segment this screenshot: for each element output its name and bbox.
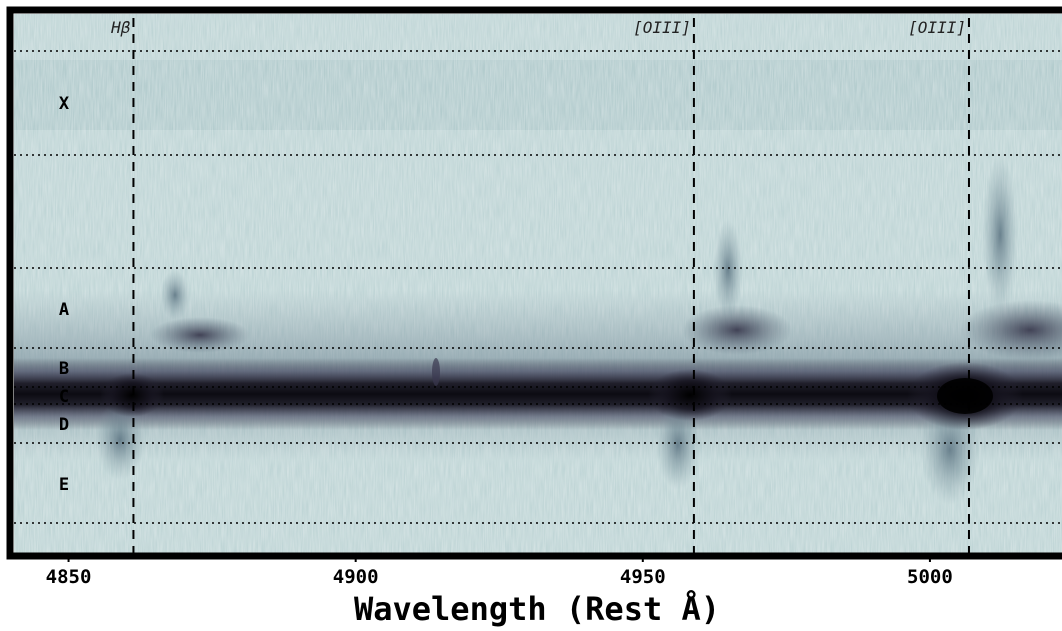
region-label-b: B — [59, 359, 69, 379]
x-axis-label: Wavelength (Rest Å) — [354, 590, 720, 628]
region-boundaries — [14, 50, 1062, 524]
plot-frame — [6, 6, 1062, 560]
x-axis: 4850 4900 4950 5000 — [46, 553, 953, 588]
emission-line-label: [OIII] — [908, 18, 966, 37]
region-label-e: E — [59, 475, 69, 495]
region-label-c: C — [59, 387, 69, 407]
emission-line-label: Hβ — [110, 18, 131, 37]
x-tick-label: 5000 — [907, 566, 953, 588]
region-label-x: X — [59, 94, 70, 114]
spectrum-image — [14, 14, 1062, 553]
region-labels: X A B C D E — [59, 94, 70, 495]
region-label-a: A — [59, 300, 69, 320]
region-label-d: D — [59, 415, 69, 435]
x-tick-label: 4950 — [620, 566, 666, 588]
emission-line-markers: Hβ [OIII] [OIII] — [110, 18, 970, 553]
x-tick-label: 4900 — [333, 566, 379, 588]
emission-line-label: [OIII] — [633, 18, 691, 37]
x-tick-label: 4850 — [46, 566, 92, 588]
